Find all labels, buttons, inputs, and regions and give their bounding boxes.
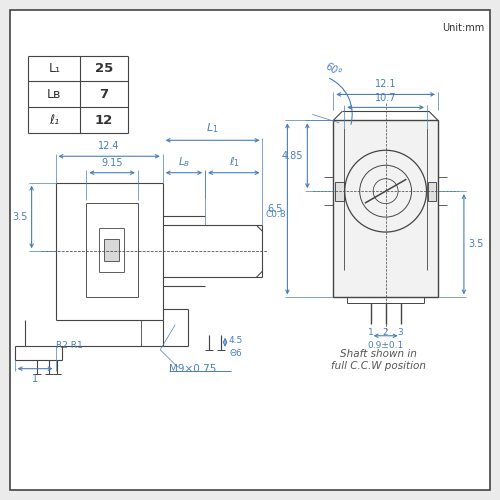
- Text: Θ6: Θ6: [229, 349, 242, 358]
- Bar: [335, 182, 344, 201]
- Text: 3: 3: [398, 328, 404, 338]
- Text: ℓ₁: ℓ₁: [49, 114, 59, 127]
- Text: Unit:mm: Unit:mm: [442, 23, 484, 33]
- Text: $\ell_1$: $\ell_1$: [228, 155, 239, 168]
- Text: 10.7: 10.7: [375, 94, 396, 104]
- Text: Lʙ: Lʙ: [47, 88, 62, 101]
- Text: 7: 7: [100, 88, 108, 101]
- Bar: [104, 238, 120, 262]
- Bar: [428, 182, 436, 201]
- Text: 12.1: 12.1: [375, 80, 396, 90]
- Text: 9.15: 9.15: [102, 158, 123, 168]
- Text: 2: 2: [383, 328, 388, 338]
- Bar: [334, 120, 438, 298]
- Text: 1: 1: [368, 328, 374, 338]
- Text: C0.8: C0.8: [266, 210, 286, 220]
- Text: 3.5: 3.5: [12, 212, 28, 222]
- Text: R2 R1: R2 R1: [56, 341, 82, 350]
- Text: 1: 1: [32, 374, 38, 384]
- Text: 6.5: 6.5: [268, 204, 283, 214]
- Text: 4.5: 4.5: [229, 336, 244, 345]
- Text: Shaft shown in
full C.C.W position: Shaft shown in full C.C.W position: [330, 349, 426, 371]
- Text: M9×0.75: M9×0.75: [169, 364, 216, 374]
- Text: 4.85: 4.85: [282, 151, 303, 161]
- Text: 3.5: 3.5: [468, 240, 484, 250]
- Text: 0.9±0.1: 0.9±0.1: [368, 340, 404, 349]
- Text: 12: 12: [95, 114, 114, 127]
- Text: 25: 25: [95, 62, 114, 75]
- Text: 60°: 60°: [324, 62, 343, 79]
- Text: L₁: L₁: [48, 62, 60, 75]
- Text: 12.4: 12.4: [98, 142, 120, 152]
- Text: $L_B$: $L_B$: [178, 155, 190, 168]
- Text: $L_1$: $L_1$: [206, 122, 219, 136]
